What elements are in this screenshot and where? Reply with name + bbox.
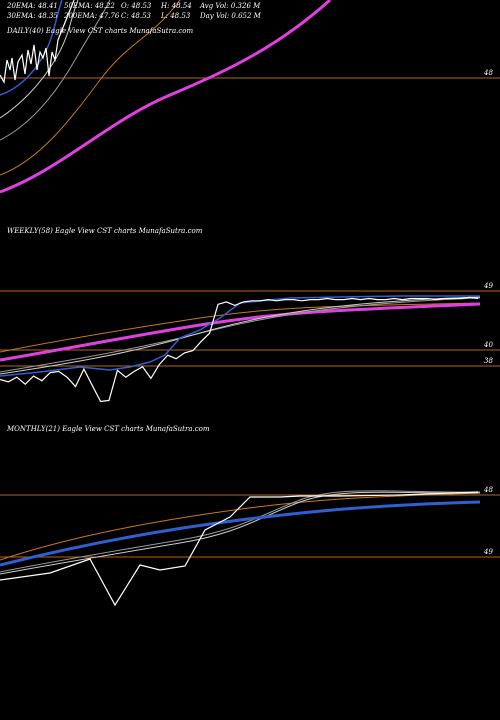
monthly-ema30-line: [0, 491, 481, 575]
header-avg-vol: Avg Vol: 0.326 M: [199, 2, 261, 10]
header-stats: 20EMA: 48.41 50EMA: 48.22 O: 48.53 H: 48…: [6, 2, 262, 35]
weekly-ema30-line: [0, 296, 481, 375]
weekly-tick-label-2: 38: [484, 357, 493, 365]
monthly-ema20-line: [0, 500, 481, 567]
monthly-ema100-line: [0, 492, 481, 561]
daily-panel-title: DAILY(40) Eagle View CST charts MunafaSu…: [6, 27, 193, 35]
header-ema30: 30EMA: 48.35: [7, 12, 58, 20]
monthly-tick-label-1: 49: [483, 548, 493, 556]
weekly-panel-title: WEEKLY(58) Eagle View CST charts MunafaS…: [7, 227, 203, 235]
daily-ema200-line: [0, 0, 332, 194]
monthly-tick-label-0: 48: [483, 486, 493, 494]
header-ema50: 50EMA: 48.22: [64, 2, 115, 10]
daily-price-line: [0, 0, 75, 84]
header-day-vol: Day Vol: 0.652 M: [199, 12, 262, 20]
monthly-ema50-line: [0, 490, 481, 573]
daily-panel: [0, 0, 332, 194]
daily-ema100-line: [0, 0, 181, 176]
daily-ema20-line: [0, 0, 63, 96]
daily-tick-label-0: 48: [483, 69, 493, 77]
weekly-tick-label-1: 40: [483, 341, 493, 349]
header-ema200: 200EMA: 47.76: [63, 12, 120, 20]
daily-ema50-line: [0, 0, 111, 141]
weekly-tick-label-0: 49: [483, 282, 493, 290]
weekly-ema200-line: [0, 302, 481, 362]
header-high: H: 48.54: [160, 2, 192, 10]
header-ema20: 20EMA: 48.41: [6, 2, 58, 10]
header-close: C: 48.53: [121, 12, 152, 20]
weekly-ema100-line: [0, 302, 481, 353]
header-low: L: 48.53: [160, 12, 191, 20]
header-open: O: 48.53: [121, 2, 152, 10]
monthly-panel-title: MONTHLY(21) Eagle View CST charts Munafa…: [6, 425, 210, 433]
weekly-ema20-line: [0, 295, 480, 377]
monthly-panel: [0, 490, 481, 607]
weekly-price-line: [0, 296, 479, 403]
weekly-panel: [0, 295, 481, 403]
monthly-price-line: [0, 491, 479, 607]
